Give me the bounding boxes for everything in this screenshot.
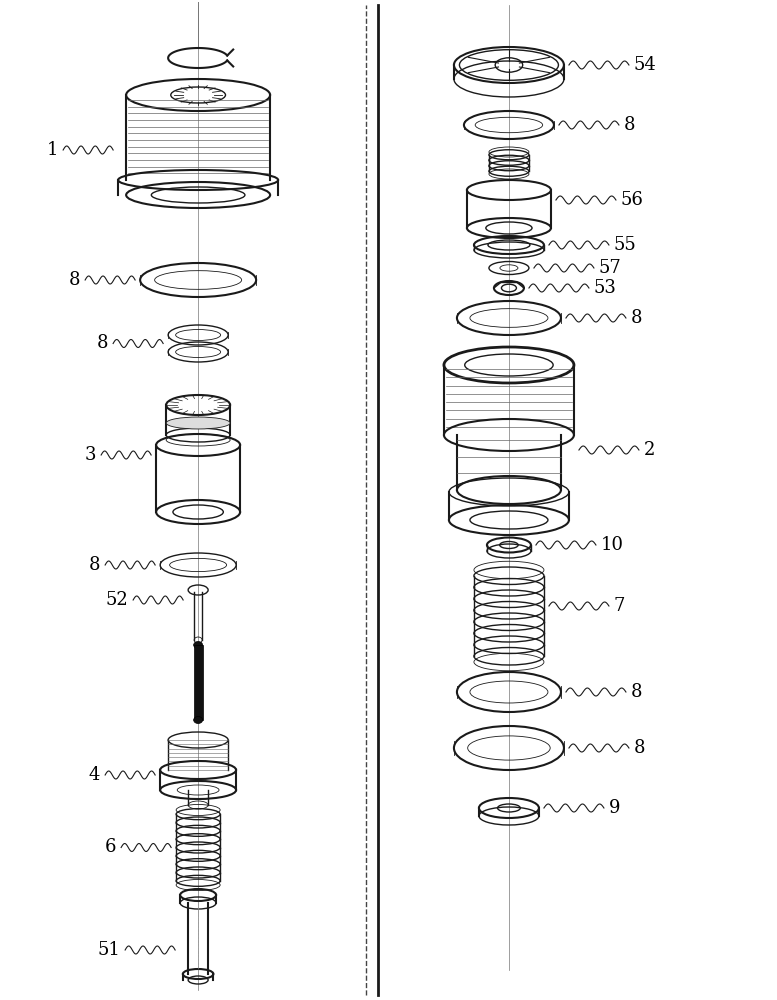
Text: 57: 57 <box>599 259 622 277</box>
Text: 55: 55 <box>614 236 636 254</box>
Text: 8: 8 <box>634 739 646 757</box>
Text: 8: 8 <box>89 556 100 574</box>
Text: 2: 2 <box>644 441 655 459</box>
Text: 1: 1 <box>47 141 58 159</box>
Text: 3: 3 <box>85 446 96 464</box>
Ellipse shape <box>166 417 230 429</box>
Text: 56: 56 <box>621 191 644 209</box>
Ellipse shape <box>193 642 203 648</box>
Bar <box>193 645 203 720</box>
Text: 7: 7 <box>614 597 625 615</box>
Text: 8: 8 <box>624 116 636 134</box>
Ellipse shape <box>193 716 203 724</box>
Text: 10: 10 <box>601 536 624 554</box>
Text: 52: 52 <box>106 591 128 609</box>
Text: 8: 8 <box>631 309 643 327</box>
Text: 9: 9 <box>609 799 621 817</box>
Text: 8: 8 <box>96 334 108 353</box>
Text: 8: 8 <box>631 683 643 701</box>
Text: 4: 4 <box>89 766 100 784</box>
Text: 53: 53 <box>594 279 617 297</box>
Text: 54: 54 <box>634 56 657 74</box>
Text: 6: 6 <box>105 838 116 856</box>
Text: 8: 8 <box>68 271 80 289</box>
Text: 51: 51 <box>97 941 120 959</box>
